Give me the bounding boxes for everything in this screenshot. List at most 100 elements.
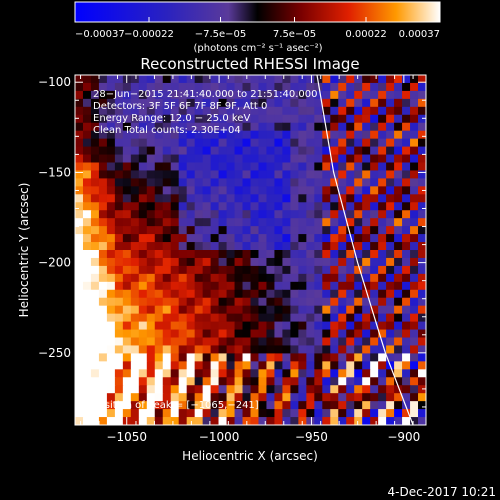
heatmap-cell [154, 377, 164, 386]
heatmap-cell [410, 297, 419, 307]
heatmap-cell [274, 377, 284, 386]
heatmap-cell [330, 321, 339, 331]
heatmap-cell [162, 138, 172, 148]
heatmap-cell [330, 210, 339, 219]
heatmap-cell [378, 393, 387, 402]
heatmap-cell [114, 281, 124, 291]
heatmap-cell [82, 82, 92, 92]
heatmap-cell [330, 345, 339, 354]
heatmap-cell [370, 202, 379, 211]
heatmap-cell [226, 313, 236, 323]
heatmap-cell [178, 82, 188, 92]
heatmap-cell [298, 305, 307, 315]
heatmap-cell [298, 345, 307, 354]
heatmap-cell [186, 178, 196, 187]
heatmap-cell [98, 186, 108, 195]
heatmap-cell [274, 265, 284, 275]
heatmap-cell [282, 226, 291, 235]
heatmap-cell [322, 305, 331, 315]
heatmap-cell [162, 162, 172, 172]
heatmap-cell [346, 114, 355, 124]
heatmap-cell [282, 297, 291, 307]
heatmap-cell [106, 234, 116, 243]
heatmap-cell [90, 353, 100, 362]
heatmap-cell [402, 337, 411, 347]
heatmap-cell [194, 82, 204, 92]
heatmap-cell [106, 257, 116, 267]
heatmap-cell [138, 202, 148, 211]
heatmap-cell [170, 297, 180, 307]
heatmap-cell [130, 234, 140, 243]
heatmap-cell [178, 361, 188, 370]
heatmap-cell [202, 178, 212, 187]
heatmap-cell [218, 345, 228, 354]
heatmap-cell [402, 218, 411, 227]
heatmap-cell [170, 257, 180, 267]
heatmap-cell [186, 106, 196, 116]
heatmap-cell [402, 242, 411, 251]
y-axis-label: Heliocentric Y (arcsec) [17, 183, 31, 318]
heatmap-cell [210, 242, 220, 251]
heatmap-cell [218, 75, 228, 84]
x-tick-label: −1050 [106, 430, 147, 444]
heatmap-cell [178, 281, 188, 291]
heatmap-cell [250, 146, 260, 156]
heatmap-cell [418, 75, 426, 84]
heatmap-cell [138, 273, 148, 283]
heatmap-cell [130, 273, 140, 283]
heatmap-cell [290, 146, 299, 156]
heatmap-cell [274, 114, 284, 124]
heatmap-cell [330, 226, 339, 235]
heatmap-cell [282, 75, 291, 84]
heatmap-cell [378, 329, 387, 339]
heatmap-cell [370, 178, 379, 187]
heatmap-cell [98, 194, 108, 203]
heatmap-cell [242, 130, 252, 140]
y-tick-label: −150 [38, 165, 71, 179]
heatmap-cell [282, 122, 291, 132]
heatmap-cell [170, 353, 180, 362]
heatmap-cell [314, 297, 323, 307]
heatmap-cell [98, 162, 108, 172]
heatmap-cell [282, 257, 291, 267]
heatmap-cell [202, 377, 212, 386]
heatmap-cell [394, 417, 403, 425]
heatmap-cell [75, 281, 84, 291]
colorbar-tick-label: −0.00022 [124, 29, 174, 40]
heatmap-cell [322, 297, 331, 307]
heatmap-cell [210, 250, 220, 259]
heatmap-cell [362, 321, 371, 331]
heatmap-cell [218, 82, 228, 92]
heatmap-cell [138, 170, 148, 179]
heatmap-cell [418, 242, 426, 251]
heatmap-cell [346, 337, 355, 347]
heatmap-cell [82, 281, 92, 291]
heatmap-cell [258, 257, 268, 267]
heatmap-cell [146, 202, 156, 211]
heatmap-cell [75, 321, 84, 331]
heatmap-cell [394, 75, 403, 84]
heatmap-cell [346, 106, 355, 116]
heatmap-cell [370, 75, 379, 84]
heatmap-cell [162, 210, 172, 219]
heatmap-cell [418, 146, 426, 156]
heatmap-cell [298, 321, 307, 331]
heatmap-cell [338, 361, 347, 370]
heatmap-cell [330, 273, 339, 283]
heatmap-cell [378, 321, 387, 331]
heatmap-cell [178, 409, 188, 418]
heatmap-cell [250, 154, 260, 164]
heatmap-cell [218, 369, 228, 378]
heatmap-cell [330, 305, 339, 315]
heatmap-cell [82, 369, 92, 378]
heatmap-cell [202, 130, 212, 140]
heatmap-cell [354, 265, 363, 275]
heatmap-cell [130, 186, 140, 195]
heatmap-cell [410, 369, 419, 378]
heatmap-cell [354, 281, 363, 291]
heatmap-cell [82, 409, 92, 418]
heatmap-cell [370, 417, 379, 425]
heatmap-cell [218, 202, 228, 211]
heatmap-cell [266, 250, 276, 259]
heatmap-cell [202, 321, 212, 331]
